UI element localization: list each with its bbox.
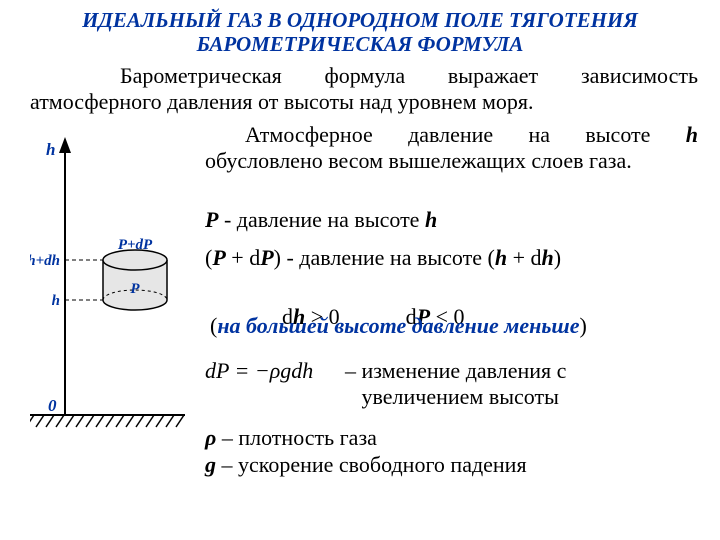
P-h: h [425,207,437,232]
rho-text: плотность газа [238,425,377,450]
P-sym: P [205,207,218,232]
note-text: на большей высоте давление меньше [217,313,579,338]
pdp-P2: P [260,245,273,270]
label-h-top: h [46,140,55,159]
title-line2: БАРОМЕТРИЧЕСКАЯ ФОРМУЛА [0,32,720,57]
pdp-plus2: + d [507,245,541,270]
g-text: ускорение свободного падения [238,452,527,477]
para2-after: обусловлено весом вышележащих слоев газа… [205,148,632,173]
formula-text: dP = −ρgdh [205,358,313,383]
pdp-P: P [212,245,225,270]
pdp-h: h [495,245,507,270]
pdp-plus: + d [226,245,260,270]
para-atmospheric: Атмосферное давление на высоте h обуслов… [205,122,698,174]
cyl-label-mid: P [130,281,140,297]
ground-hatch [30,415,184,427]
line-note: (на большей высоте давление меньше) [210,313,587,339]
line-rho: ρ – плотность газа [205,425,377,451]
intro-paragraph: Барометрическая формула выражает зависим… [30,63,698,115]
formula-desc1: изменение давления с [362,358,567,383]
label-h-level: h [52,293,60,309]
formula-dash: – [345,358,362,383]
rho-sym: ρ [205,425,216,450]
line-PdP: (P + dP) - давление на высоте (h + dh) [205,245,561,271]
g-sym: g [205,452,216,477]
P-text: - давление на высоте [218,207,425,232]
title-line1: ИДЕАЛЬНЫЙ ГАЗ В ОДНОРОДНОМ ПОЛЕ ТЯГОТЕНИ… [0,8,720,33]
label-hdh: h+dh [30,253,60,269]
rho-dash: – [216,425,238,450]
formula-desc: – изменение давления с – увеличением выс… [345,358,566,410]
pdp-close2: ) [554,245,561,270]
diagram: h 0 h+dh h P+dP P [30,135,185,445]
line-g: g – ускорение свободного падения [205,452,527,478]
cyl-label-top: P+dP [118,237,153,253]
page: ИДЕАЛЬНЫЙ ГАЗ В ОДНОРОДНОМ ПОЛЕ ТЯГОТЕНИ… [0,0,720,540]
cylinder [103,250,167,310]
pdp-h2: h [541,245,553,270]
formula-dP: dP = −ρgdh [205,358,313,384]
label-zero: 0 [48,396,57,415]
line-P: P - давление на высоте h [205,207,437,233]
axis-arrow [59,137,71,153]
pdp-text: - давление на высоте ( [281,245,495,270]
note-close: ) [579,313,586,338]
para2-before: Атмосферное давление на высоте [245,122,686,147]
pdp-close: ) [274,245,281,270]
formula-desc2: увеличением высоты [362,384,559,409]
g-dash: – [216,452,238,477]
para2-h: h [686,122,698,147]
